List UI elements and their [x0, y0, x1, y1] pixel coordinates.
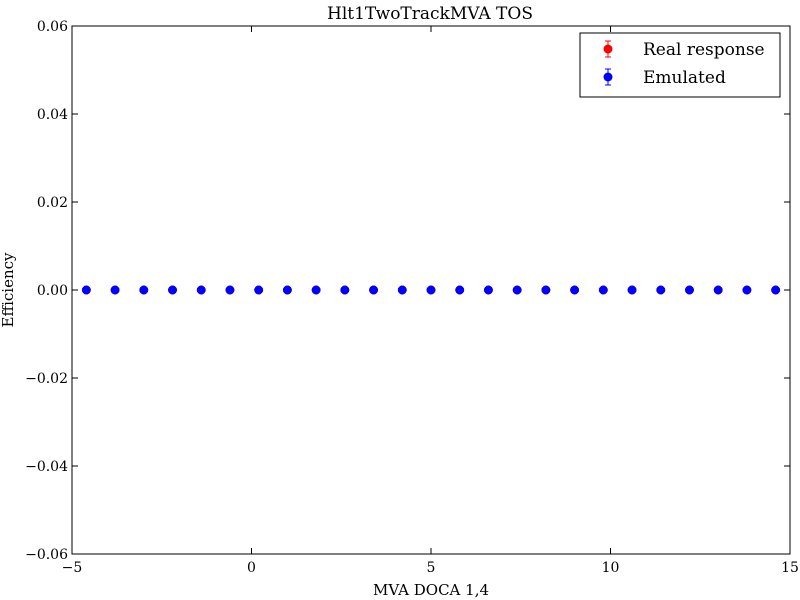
x-tick-label: 10 — [602, 560, 620, 576]
y-tick-label: 0.02 — [37, 195, 68, 211]
plot-frame — [71, 25, 791, 555]
y-tick-label: −0.02 — [25, 371, 68, 387]
data-point-emulated — [196, 285, 206, 295]
data-point-emulated — [397, 285, 407, 295]
y-axis-label: Efficiency — [0, 252, 17, 328]
data-point-emulated — [254, 285, 264, 295]
x-tick-label: −5 — [62, 560, 83, 576]
legend-marker-real-response — [603, 40, 613, 58]
data-point-emulated — [311, 285, 321, 295]
data-point-emulated — [455, 285, 465, 295]
legend-frame — [579, 32, 781, 98]
data-point-emulated — [713, 285, 723, 295]
data-point-emulated — [541, 285, 551, 295]
x-tick-label: 15 — [781, 560, 799, 576]
data-point-emulated — [483, 285, 493, 295]
ticks-layer: −5 0 5 10 15 −0.06 −0.04 −0.02 0.00 0.02 0.04 0.06 — [25, 19, 799, 576]
series-emulated — [81, 285, 781, 295]
data-point-emulated — [282, 285, 292, 295]
data-point-emulated — [598, 285, 608, 295]
data-point-emulated — [426, 285, 436, 295]
legend: Real response Emulated — [579, 32, 781, 98]
x-tick-label: 5 — [427, 560, 436, 576]
data-point-emulated — [627, 285, 637, 295]
data-point-emulated — [656, 285, 666, 295]
y-tick-label: 0.06 — [37, 19, 68, 35]
legend-label-real-response: Real response — [643, 40, 765, 60]
data-point-emulated — [512, 285, 522, 295]
data-point-emulated — [110, 285, 120, 295]
data-point-emulated — [139, 285, 149, 295]
y-tick-label: 0.00 — [37, 283, 68, 299]
data-point-emulated — [771, 285, 781, 295]
data-point-emulated — [81, 285, 91, 295]
legend-marker-emulated — [603, 68, 613, 86]
data-point-emulated — [225, 285, 235, 295]
data-point-emulated — [369, 285, 379, 295]
y-tick-label: −0.06 — [25, 547, 68, 563]
x-tick-label: 0 — [247, 560, 256, 576]
x-axis-label: MVA DOCA 1,4 — [373, 581, 489, 599]
data-point-emulated — [340, 285, 350, 295]
data-point-emulated — [168, 285, 177, 295]
series-layer — [81, 285, 781, 295]
data-point-emulated — [570, 285, 580, 295]
chart-title: Hlt1TwoTrackMVA TOS — [327, 4, 533, 24]
y-tick-label: 0.04 — [37, 107, 68, 123]
data-point-emulated — [685, 285, 694, 295]
data-point-emulated — [742, 285, 752, 295]
y-tick-label: −0.04 — [25, 459, 68, 475]
legend-label-emulated: Emulated — [643, 68, 726, 88]
